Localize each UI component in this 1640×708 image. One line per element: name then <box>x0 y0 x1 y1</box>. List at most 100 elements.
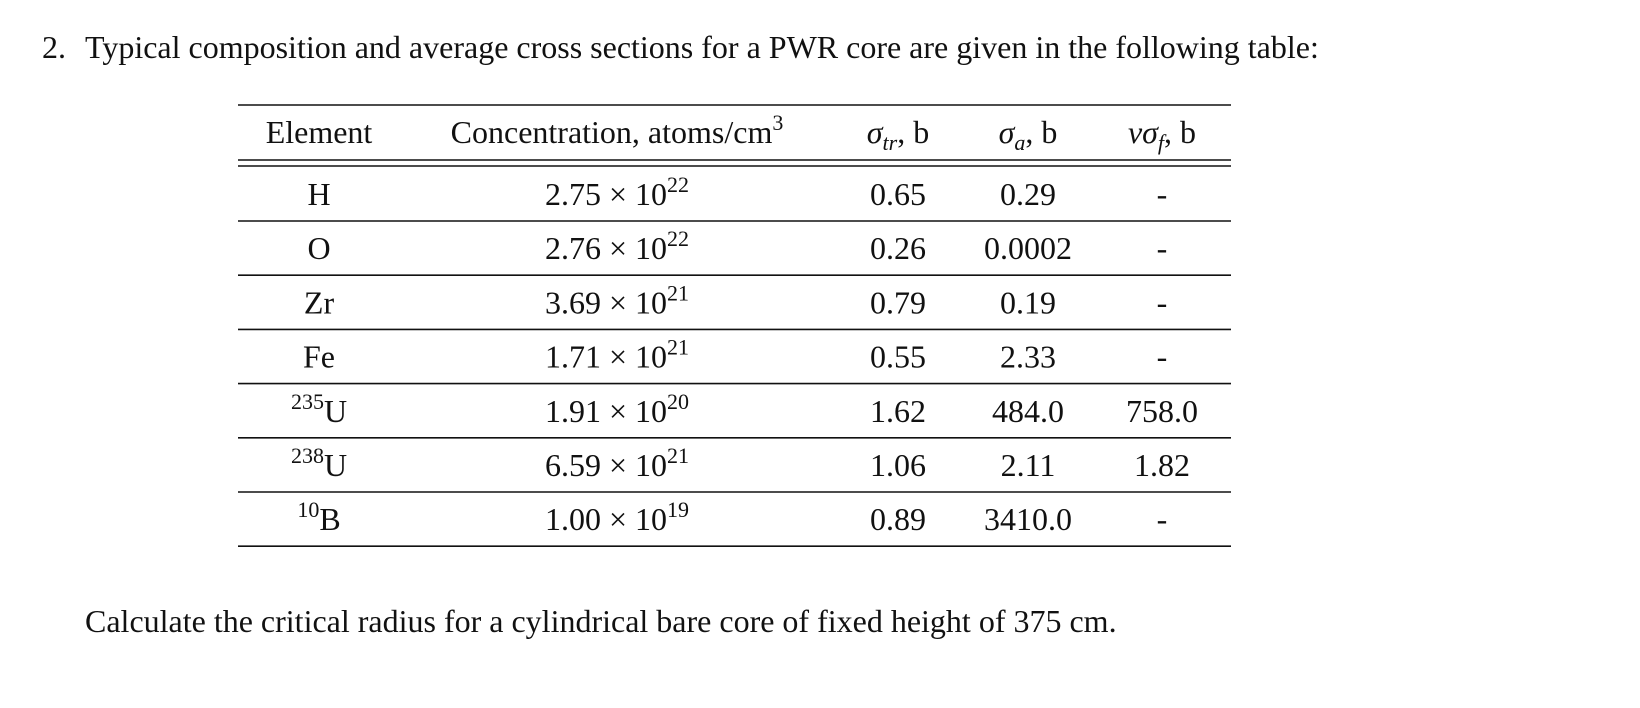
cell-text: f <box>1158 130 1167 155</box>
table-cell: Zr <box>304 284 335 320</box>
table-cell: 10B <box>297 497 340 537</box>
table-cell: 235U <box>291 389 347 429</box>
cell-text: 0.0002 <box>984 230 1072 266</box>
cell-text: 6.59 × 10 <box>545 447 667 483</box>
cell-text: 0.79 <box>870 284 926 320</box>
table-cell: 1.82 <box>1134 447 1190 483</box>
cell-text: 1.62 <box>870 393 926 429</box>
cell-text: - <box>1157 230 1168 266</box>
cell-text: 1.06 <box>870 447 926 483</box>
table-cell: 0.65 <box>870 176 926 212</box>
table-cell: 2.11 <box>1001 447 1056 483</box>
cell-text: 2.11 <box>1001 447 1056 483</box>
table-cell: - <box>1157 230 1168 266</box>
cell-text: , b <box>1025 114 1057 150</box>
table-cell: H <box>307 176 330 212</box>
cell-text: 21 <box>667 280 689 305</box>
cell-text: 1.71 × 10 <box>545 339 667 375</box>
table-cell: 0.29 <box>1000 176 1056 212</box>
problem-text: Typical composition and average cross se… <box>85 29 1319 65</box>
table-cell: - <box>1157 501 1168 537</box>
cell-text: 19 <box>667 497 689 522</box>
cell-text: - <box>1157 284 1168 320</box>
cell-text: - <box>1157 501 1168 537</box>
cell-text: Element <box>266 114 373 150</box>
cell-text: 3 <box>772 110 783 135</box>
cell-text: Zr <box>304 284 335 320</box>
cell-text: 1.00 × 10 <box>545 501 667 537</box>
table-cell: νσf, b <box>1128 114 1196 155</box>
cell-text: 2.76 × 10 <box>545 230 667 266</box>
cell-text: 758.0 <box>1126 393 1198 429</box>
table-cell: 6.59 × 1021 <box>545 443 689 483</box>
table-cell: Element <box>266 114 373 150</box>
table-cell: O <box>307 230 330 266</box>
table-cell: 0.89 <box>870 501 926 537</box>
cell-text: 235 <box>291 389 324 414</box>
cell-text: 21 <box>667 335 689 360</box>
table-cell: 1.71 × 1021 <box>545 335 689 375</box>
table-cell: 1.06 <box>870 447 926 483</box>
cell-text: O <box>307 230 330 266</box>
cell-text: B <box>319 501 340 537</box>
cell-text: tr <box>883 130 898 155</box>
table-cell: 238U <box>291 443 347 483</box>
cell-text: 21 <box>667 443 689 468</box>
table-cell: 0.19 <box>1000 284 1056 320</box>
cell-text: 0.19 <box>1000 284 1056 320</box>
table-cell: 1.00 × 1019 <box>545 497 689 537</box>
table-cell: 2.75 × 1022 <box>545 172 689 212</box>
cell-text: U <box>324 447 347 483</box>
cell-text: Fe <box>303 339 335 375</box>
table-cell: 484.0 <box>992 393 1064 429</box>
cell-text: σ <box>999 114 1016 150</box>
cell-text: 1.82 <box>1134 447 1190 483</box>
cell-text: 238 <box>291 443 324 468</box>
cell-text: 22 <box>667 226 689 251</box>
cell-text: , b <box>897 114 929 150</box>
table-cell: - <box>1157 284 1168 320</box>
table-cell: σa, b <box>999 114 1058 155</box>
table-cell: Fe <box>303 339 335 375</box>
cell-text: 1.91 × 10 <box>545 393 667 429</box>
problem-number: 2. <box>42 29 66 65</box>
cell-text: Concentration, atoms/cm <box>451 114 773 150</box>
cell-text: 0.29 <box>1000 176 1056 212</box>
table-cell: 2.33 <box>1000 339 1056 375</box>
cell-text: - <box>1157 339 1168 375</box>
table-cell: 0.0002 <box>984 230 1072 266</box>
table-cell: 3.69 × 1021 <box>545 280 689 320</box>
table-cell: 758.0 <box>1126 393 1198 429</box>
cell-text: νσ <box>1128 114 1159 150</box>
question: Calculate the critical radius for a cyli… <box>85 603 1117 639</box>
cell-text: 3410.0 <box>984 501 1072 537</box>
table-cell: - <box>1157 339 1168 375</box>
cell-text: a <box>1014 130 1025 155</box>
table-cell: 0.55 <box>870 339 926 375</box>
cell-text: 0.89 <box>870 501 926 537</box>
table-cell: 3410.0 <box>984 501 1072 537</box>
table-cell: 0.26 <box>870 230 926 266</box>
cell-text: 2.75 × 10 <box>545 176 667 212</box>
cell-text: 0.26 <box>870 230 926 266</box>
cell-text: 2.33 <box>1000 339 1056 375</box>
table-cell: Concentration, atoms/cm3 <box>451 110 784 150</box>
table-cell: 0.79 <box>870 284 926 320</box>
table: Element Concentration, atoms/cm3 σtr, b σa,… <box>238 110 1231 548</box>
cell-text: 10 <box>297 497 319 522</box>
cell-text: H <box>307 176 330 212</box>
cell-text: σ <box>867 114 884 150</box>
table-cell: 2.76 × 1022 <box>545 226 689 266</box>
table-cell: σtr, b <box>867 114 929 155</box>
cell-text: - <box>1157 176 1168 212</box>
table-cell: - <box>1157 176 1168 212</box>
cell-text: U <box>324 393 347 429</box>
table-cell: 1.62 <box>870 393 926 429</box>
table-cell: 1.91 × 1020 <box>545 389 689 429</box>
cell-text: 20 <box>667 389 689 414</box>
cell-text: 0.65 <box>870 176 926 212</box>
cell-text: , b <box>1164 114 1196 150</box>
cell-text: 22 <box>667 172 689 197</box>
cell-text: 0.55 <box>870 339 926 375</box>
